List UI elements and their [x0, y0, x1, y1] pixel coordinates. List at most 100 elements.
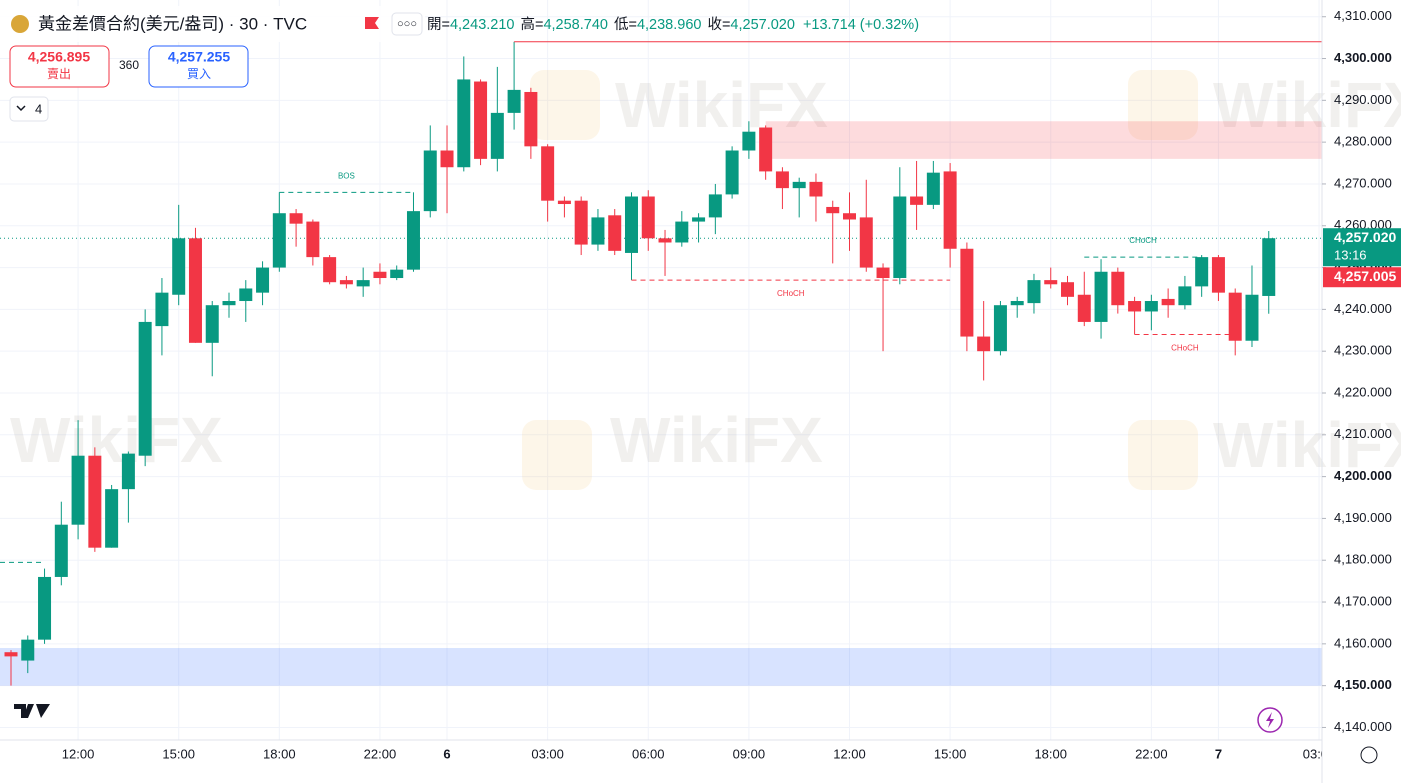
y-tick-label: 4,220.000 — [1334, 384, 1392, 399]
ohlc-value: 4,257.020 — [730, 17, 795, 33]
indicators-toggle[interactable] — [9, 96, 49, 122]
header: 黃金差價合約(美元/盎司) · 30 · TVC ○○○ 開=4,243.210… — [0, 6, 919, 122]
x-tick-label: 15:00 — [934, 746, 967, 761]
candle-body — [390, 269, 404, 279]
candle-body — [1195, 257, 1209, 287]
candle-body — [71, 455, 85, 525]
last-price-label: 4,257.020 — [1334, 229, 1396, 245]
candle-body — [624, 196, 638, 253]
time-axis: 12:00 15:00 18:00 22:00 6 03:00 06:00 09:00 12:0… — [62, 746, 1322, 761]
candle-body — [658, 238, 672, 243]
watermark-logo — [1128, 420, 1198, 490]
candle-body — [356, 280, 370, 287]
candle-body — [641, 196, 655, 239]
bid-price-tag — [1323, 267, 1401, 288]
candle-body — [323, 257, 337, 283]
candle-body — [675, 221, 689, 243]
y-tick-label: 4,210.000 — [1334, 426, 1392, 441]
candle-body — [272, 213, 286, 268]
candle-body — [138, 321, 152, 456]
ohlc-label: 高= — [520, 16, 543, 33]
watermark: WikiFX — [1213, 69, 1401, 141]
watermark-logo — [1128, 70, 1198, 140]
symbol-icon — [11, 15, 29, 33]
candle-body — [1245, 294, 1259, 341]
candle-body — [1211, 257, 1225, 293]
y-tick-label: 4,240.000 — [1334, 301, 1392, 316]
y-tick-label: 4,270.000 — [1334, 175, 1392, 190]
candle-body — [792, 181, 806, 189]
candle-body — [457, 79, 471, 168]
header-bg — [0, 6, 425, 42]
buy-price: 4,257.255 — [168, 49, 230, 65]
ohlc-value: 4,258.740 — [543, 17, 608, 33]
y-tick-label: 4,170.000 — [1334, 593, 1392, 608]
candle-body — [339, 280, 353, 285]
x-tick-label: 12:00 — [833, 746, 866, 761]
x-tick-label: 6 — [443, 746, 450, 761]
candle-body — [725, 150, 739, 195]
sell-price: 4,256.895 — [28, 49, 90, 65]
candle-body — [893, 196, 907, 279]
y-tick-label: 4,230.000 — [1334, 343, 1392, 358]
flag[interactable] — [365, 17, 379, 29]
candle-body — [188, 238, 202, 343]
x-tick-label: 18:00 — [263, 746, 296, 761]
y-tick-label: 4,290.000 — [1334, 92, 1392, 107]
buy-button[interactable] — [148, 45, 249, 88]
candle-body — [960, 248, 974, 337]
watermark: WikiFX — [615, 69, 828, 141]
candle-body — [943, 171, 957, 249]
x-tick-label: 18:00 — [1034, 746, 1067, 761]
y-tick-label: 4,140.000 — [1334, 719, 1392, 734]
y-tick-label: 4,160.000 — [1334, 635, 1392, 650]
candle-body — [54, 524, 68, 577]
ohlc-legend: 開=4,243.210 高=4,258.740 低=4,238.960 收=4,257… — [427, 16, 919, 33]
symbol-title[interactable]: 黃金差價合約(美元/盎司) · 30 · TVC — [38, 14, 307, 33]
candle-body — [406, 211, 420, 270]
candle-body — [876, 267, 890, 279]
x-tick-label: 06:00 — [632, 746, 665, 761]
sell-label: 賣出 — [47, 66, 71, 81]
settings-button[interactable] — [1360, 746, 1378, 764]
level-label: CHoCH — [777, 289, 805, 298]
candle-body — [809, 181, 823, 197]
watermark: WikiFX — [610, 404, 823, 476]
bid-price-label: 4,257.005 — [1334, 268, 1396, 284]
candle-body — [373, 271, 387, 279]
level-label: BOS — [338, 171, 355, 180]
x-tick-label: 7 — [1215, 746, 1222, 761]
candle-body — [910, 196, 924, 205]
candle-body — [926, 172, 940, 205]
candle-body — [507, 89, 521, 113]
ohlc-label: 收= — [707, 16, 730, 33]
candle-body — [524, 91, 538, 147]
chevron — [16, 105, 26, 112]
x-tick-label: 12:00 — [62, 746, 95, 761]
watermark: WikiFX — [1213, 409, 1401, 481]
candle-body — [591, 217, 605, 245]
candle-body — [289, 213, 303, 224]
more-button[interactable] — [391, 12, 423, 36]
candle-body — [1111, 271, 1125, 306]
logo — [14, 704, 50, 718]
candle-body — [826, 206, 840, 214]
candle-body — [708, 194, 722, 218]
y-tick-label: 4,190.000 — [1334, 510, 1392, 525]
candle-body — [155, 292, 169, 327]
candle-body — [474, 81, 488, 159]
candle-body — [1010, 301, 1024, 306]
y-tick-label: 4,180.000 — [1334, 552, 1392, 567]
last-price-tag — [1323, 228, 1401, 267]
y-tick-label: 4,200.000 — [1334, 468, 1392, 483]
candle-body — [608, 215, 622, 251]
x-tick-label: 09:00 — [733, 746, 766, 761]
y-tick-label: 4,280.000 — [1334, 134, 1392, 149]
watermark-logo — [522, 420, 592, 490]
sell-button[interactable] — [9, 45, 110, 88]
x-tick-label: 22:00 — [364, 746, 397, 761]
candle-body — [692, 217, 706, 222]
zone — [765, 121, 1322, 159]
